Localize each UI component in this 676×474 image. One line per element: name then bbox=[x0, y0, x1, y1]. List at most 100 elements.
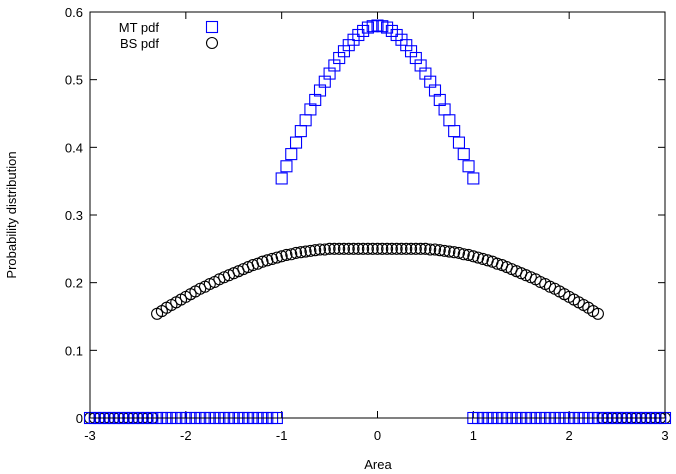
bs-pdf-point bbox=[309, 244, 322, 257]
mt-pdf-point bbox=[347, 33, 360, 46]
mt-pdf-point bbox=[309, 93, 322, 107]
mt-pdf-point bbox=[428, 84, 442, 97]
bs-pdf-point bbox=[591, 307, 604, 320]
bs-pdf-point bbox=[467, 250, 480, 263]
bs-pdf-point bbox=[256, 255, 269, 268]
bs-pdf-point bbox=[318, 243, 331, 256]
bs-pdf-point bbox=[361, 242, 374, 255]
bs-pdf-point bbox=[328, 242, 341, 255]
bs-pdf-point bbox=[299, 245, 312, 258]
mt-pdf-point bbox=[419, 67, 432, 80]
bs-pdf-point bbox=[433, 244, 446, 257]
bs-pdf-point bbox=[376, 242, 389, 255]
mt-pdf-point bbox=[318, 75, 331, 88]
bs-pdf-point bbox=[366, 242, 379, 255]
bs-pdf-point bbox=[357, 242, 370, 255]
bs-pdf-point bbox=[313, 243, 327, 256]
x-tick-label: 0 bbox=[374, 428, 381, 443]
mt-pdf-point bbox=[328, 59, 341, 72]
mt-pdf-point bbox=[409, 51, 422, 65]
mt-pdf-point bbox=[385, 24, 398, 37]
bs-pdf-point bbox=[390, 242, 403, 255]
mt-pdf-point bbox=[361, 21, 374, 34]
mt-pdf-point bbox=[414, 59, 427, 72]
bs-pdf-point bbox=[270, 251, 283, 264]
x-tick-label: -2 bbox=[180, 428, 192, 443]
bs-pdf-point bbox=[385, 242, 398, 255]
bs-pdf-point bbox=[457, 248, 470, 261]
bs-pdf-point bbox=[294, 246, 307, 259]
y-tick-label: 0.3 bbox=[65, 208, 83, 223]
mt-pdf-point bbox=[323, 67, 336, 80]
bs-pdf-point bbox=[280, 248, 293, 261]
bs-pdf-point bbox=[400, 242, 413, 255]
bs-pdf-point bbox=[333, 242, 346, 255]
mt-pdf-point bbox=[381, 21, 394, 34]
mt-pdf-point bbox=[366, 20, 379, 33]
x-tick-label: -1 bbox=[276, 428, 288, 443]
bs-pdf-point bbox=[428, 243, 442, 256]
bs-pdf-point bbox=[448, 246, 461, 259]
bs-pdf-point bbox=[381, 242, 394, 255]
bs-pdf-point bbox=[342, 242, 355, 255]
bs-pdf-point bbox=[337, 242, 351, 255]
y-tick-label: 0.5 bbox=[65, 73, 83, 88]
y-tick-label: 0.6 bbox=[65, 5, 83, 20]
mt-pdf-point bbox=[333, 51, 346, 65]
bs-pdf-point bbox=[462, 248, 475, 261]
x-tick-label: 3 bbox=[661, 428, 668, 443]
x-tick-label: -3 bbox=[84, 428, 96, 443]
bs-pdf-point bbox=[414, 242, 427, 255]
mt-pdf-point bbox=[337, 45, 351, 58]
y-axis-title: Probability distribution bbox=[4, 151, 19, 278]
bs-pdf-point bbox=[347, 242, 360, 255]
mt-pdf-point bbox=[352, 28, 365, 42]
bs-pdf-point bbox=[266, 252, 279, 266]
bs-pdf-point bbox=[371, 242, 384, 255]
mt-pdf-point bbox=[304, 103, 317, 116]
y-tick-label: 0 bbox=[76, 411, 83, 426]
bs-pdf-point bbox=[304, 244, 317, 257]
legend-label: BS pdf bbox=[120, 36, 159, 51]
mt-pdf-point bbox=[467, 172, 480, 185]
y-tick-label: 0.2 bbox=[65, 276, 83, 291]
bs-pdf-point bbox=[285, 248, 298, 261]
mt-pdf-point bbox=[424, 75, 437, 88]
bs-pdf-point bbox=[404, 242, 418, 255]
mt-pdf-point bbox=[390, 28, 403, 42]
x-tick-label: 2 bbox=[566, 428, 573, 443]
bs-pdf-point bbox=[452, 246, 466, 259]
bs-pdf-point bbox=[275, 250, 288, 263]
mt-pdf-point bbox=[357, 24, 370, 37]
bs-pdf-point bbox=[409, 242, 422, 255]
mt-pdf-point bbox=[376, 20, 389, 33]
labels-layer: -3 -2 -1 0 1 2 3 0 0.1 0.2 0.3 0.4 0.5 0.6 bbox=[65, 5, 669, 443]
bs-pdf-point bbox=[424, 243, 437, 256]
bs-pdf-point bbox=[419, 242, 432, 255]
x-axis-title: Area bbox=[364, 457, 392, 472]
mt-pdf-point bbox=[400, 39, 413, 52]
mt-pdf-point bbox=[404, 45, 418, 58]
bs-pdf-point bbox=[395, 242, 408, 255]
legend-marker bbox=[205, 36, 219, 50]
mt-pdf-point bbox=[275, 172, 288, 185]
bs-pdf-point bbox=[438, 244, 451, 257]
mt-pdf-point bbox=[457, 148, 470, 161]
bs-pdf-point bbox=[352, 242, 365, 255]
y-tick-label: 0.1 bbox=[65, 343, 83, 358]
bs-pdf-point bbox=[476, 252, 489, 266]
mt-pdf-point bbox=[462, 160, 475, 173]
legend-label: MT pdf bbox=[119, 20, 160, 35]
mt-pdf-point bbox=[433, 93, 446, 107]
bs-pdf-point bbox=[323, 242, 336, 255]
y-tick-label: 0.4 bbox=[65, 140, 83, 155]
plot-frame bbox=[89, 11, 666, 419]
legend-marker bbox=[205, 20, 219, 34]
bs-pdf-point bbox=[443, 245, 456, 258]
x-tick-label: 1 bbox=[470, 428, 477, 443]
mt-pdf-point bbox=[280, 160, 293, 173]
bs-pdf-point bbox=[261, 254, 274, 267]
